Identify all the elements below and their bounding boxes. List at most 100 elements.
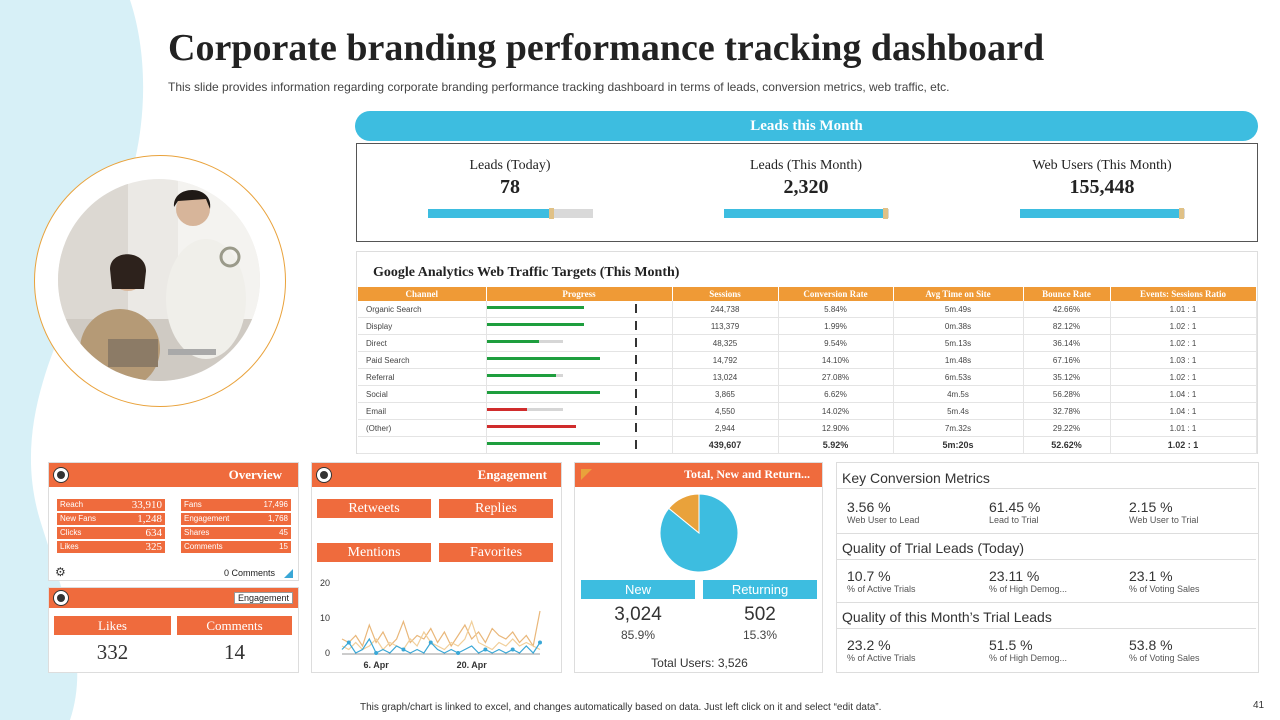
overview-stat: Comments 15 (181, 541, 291, 553)
kpi-progress-bar (1019, 208, 1185, 219)
metric-value: 23.11 % (989, 568, 1040, 584)
table-row: Organic Search 244,738 5.84% 5m.49s 42.66% 1.… (358, 301, 1257, 319)
engagement-line-chart: 0 10 20 6. Apr 20. Apr (320, 578, 542, 670)
time-cell: 0m.38s (893, 317, 1024, 336)
target-marker (634, 440, 637, 450)
section-title: Quality of Trial Leads (Today) (837, 534, 1256, 560)
gear-icon[interactable]: ⚙ (55, 565, 66, 579)
page-title: Corporate branding performance tracking … (168, 27, 1045, 69)
overview-panel: Overview Reach 33,910 New Fans 1,248 Click… (48, 462, 299, 581)
column-header: Channel (358, 287, 487, 301)
time-cell: 6m.53s (893, 368, 1024, 387)
mentions-button[interactable]: Mentions (317, 543, 431, 562)
table-row: Referral 13,024 27.08% 6m.53s 35.12% 1.02 : 1 (358, 368, 1257, 387)
series-point (374, 651, 379, 655)
web-traffic-table: Channel Progress Sessions Conversion Rat… (358, 287, 1257, 455)
likes-label: Likes (54, 616, 171, 635)
series-line (341, 619, 541, 651)
channel-cell (358, 436, 487, 455)
new-value: 3,024 (614, 604, 662, 625)
abc-logo-icon (53, 467, 69, 483)
progress-cell (486, 301, 673, 319)
stat-value: 17,496 (263, 500, 288, 509)
retweets-button[interactable]: Retweets (317, 499, 431, 518)
table-row: Paid Search 14,792 14.10% 1m.48s 67.16% 1.03 … (358, 351, 1257, 370)
kpi-value: 155,448 (1069, 176, 1135, 198)
progress-cell (486, 402, 673, 421)
y-tick-label: 20 (320, 578, 330, 588)
bounce-cell: 35.12% (1023, 368, 1111, 387)
conv-cell: 5.92% (778, 436, 894, 455)
corner-icon (284, 569, 293, 578)
likes-value: 332 (96, 640, 129, 664)
bounce-cell: 67.16% (1023, 351, 1111, 370)
target-marker (634, 372, 637, 382)
kpi-value: 2,320 (783, 176, 829, 198)
channel-cell: Organic Search (358, 301, 487, 319)
section-title: Quality of this Month’s Trial Leads (837, 603, 1256, 629)
overview-stat: Engagement 1,768 (181, 513, 291, 525)
time-cell: 5m.4s (893, 402, 1024, 421)
sessions-cell: 3,865 (672, 385, 779, 404)
table-total-row: 439,607 5.92% 5m:20s 52.62% 1.02 : 1 (358, 436, 1257, 455)
favorites-button[interactable]: Favorites (439, 543, 553, 562)
conv-cell: 1.99% (778, 317, 894, 336)
target-marker (634, 423, 637, 433)
page-subtitle: This slide provides information regardin… (168, 80, 950, 94)
progress-fill (486, 374, 557, 378)
users-panel: Total, New and Return... New Returning 3… (574, 462, 823, 673)
y-tick-label: 0 (325, 648, 330, 658)
metric: 3.56 % Web User to Lead (847, 499, 919, 525)
stat-value: 634 (145, 527, 163, 539)
progress-cell (486, 368, 673, 387)
users-title: Total, New and Return... (684, 467, 810, 481)
channel-cell: Referral (358, 368, 487, 387)
conv-cell: 9.54% (778, 334, 894, 353)
comments-value: 14 (224, 640, 245, 664)
metric-value: 23.1 % (1129, 568, 1173, 584)
progress-fill (486, 340, 539, 344)
bounce-cell: 29.22% (1023, 419, 1111, 438)
metric-label: % of Voting Sales (1129, 584, 1200, 594)
kpi-progress-marker (549, 208, 555, 219)
time-cell: 5m:20s (893, 436, 1024, 455)
time-cell: 5m.13s (893, 334, 1024, 353)
time-cell: 5m.49s (893, 301, 1024, 319)
progress-fill (486, 306, 585, 310)
table-header-row: Channel Progress Sessions Conversion Rat… (358, 287, 1257, 301)
progress-fill (486, 442, 600, 446)
overview-stat: Clicks 634 (57, 527, 165, 539)
series-point (483, 647, 488, 652)
metric-value: 2.15 % (1129, 499, 1173, 515)
progress-cell (486, 351, 673, 370)
conv-cell: 14.02% (778, 402, 894, 421)
conv-cell: 14.10% (778, 351, 894, 370)
progress-cell (486, 436, 673, 455)
x-tick-label: 6. Apr (364, 660, 390, 670)
column-header: Bounce Rate (1023, 287, 1111, 301)
kpi-progress-marker (883, 208, 889, 219)
metric-value: 23.2 % (847, 637, 891, 653)
engagement-badge: Engagement (233, 592, 293, 604)
likes-header: Engagement (49, 588, 298, 608)
replies-button[interactable]: Replies (439, 499, 553, 518)
team-photo (58, 179, 260, 381)
bounce-cell: 52.62% (1023, 436, 1111, 455)
stat-value: 15 (279, 542, 288, 551)
channel-cell: Direct (358, 334, 487, 353)
metric-value: 3.56 % (847, 499, 891, 515)
sessions-cell: 13,024 (672, 368, 779, 387)
stat-label: Fans (184, 500, 202, 509)
sessions-cell: 439,607 (672, 436, 779, 455)
overview-title: Overview (228, 467, 282, 482)
metric-value: 61.45 % (989, 499, 1041, 515)
table-row: Email 4,550 14.02% 5m.4s 32.78% 1.04 : 1 (358, 402, 1257, 421)
stat-value: 1,768 (267, 514, 288, 523)
likes-panel: Engagement Likes Comments 332 14 (48, 587, 299, 673)
metric: 10.7 %% of Active Trials (847, 568, 916, 594)
progress-cell (486, 385, 673, 404)
progress-fill (486, 425, 576, 429)
divider (837, 533, 1258, 534)
time-cell: 7m.32s (893, 419, 1024, 438)
time-cell: 1m.48s (893, 351, 1024, 370)
